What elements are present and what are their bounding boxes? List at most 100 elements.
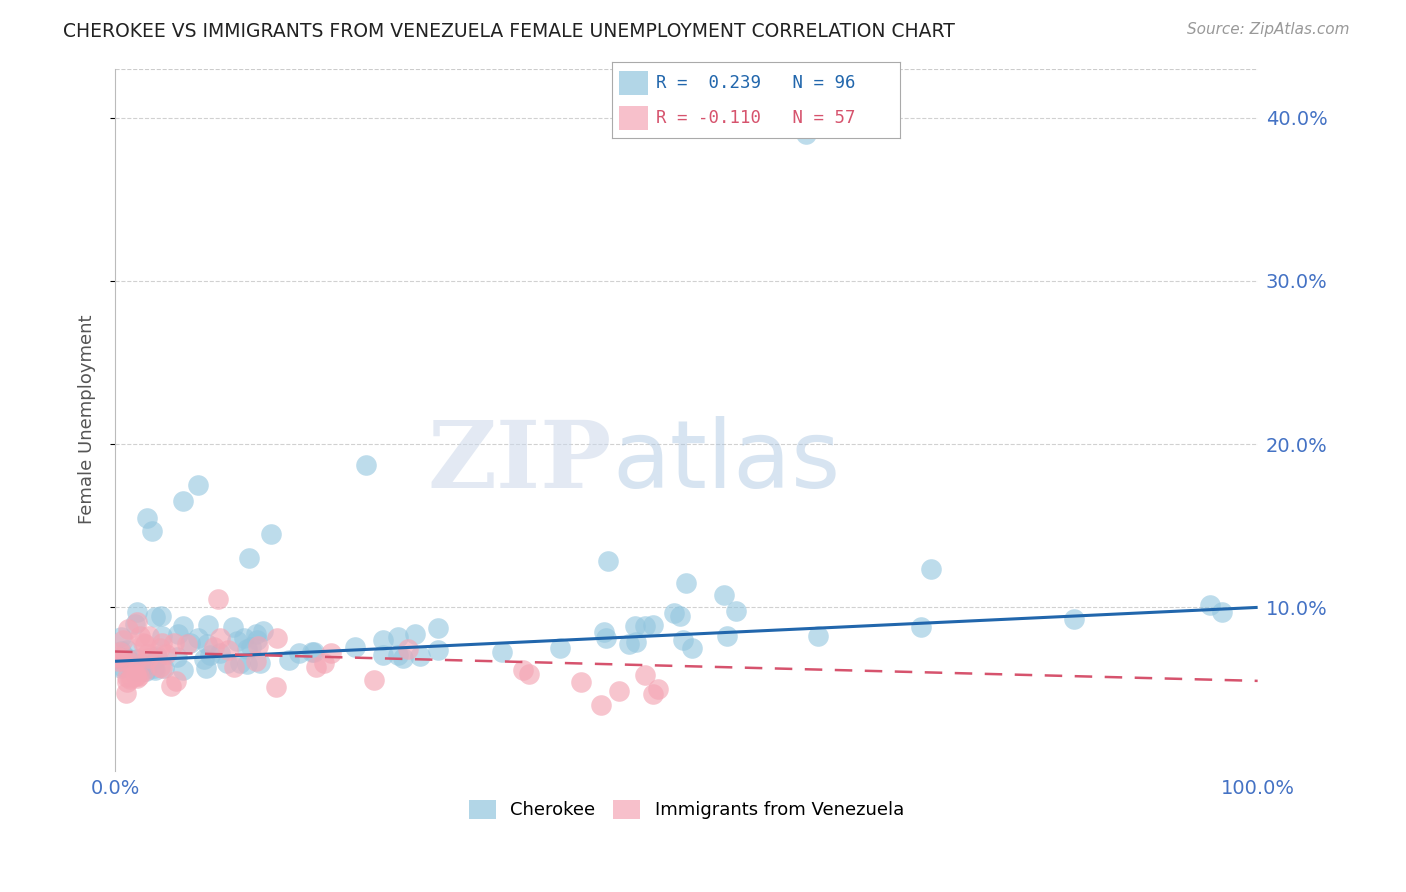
Point <box>1199 599 1222 613</box>
Point <box>108 645 131 659</box>
Point <box>146 651 169 665</box>
Point <box>107 649 129 664</box>
Point <box>124 665 146 680</box>
Point <box>619 637 641 651</box>
Point <box>110 661 132 675</box>
Point <box>623 619 645 633</box>
Point <box>226 634 249 648</box>
Point <box>245 627 267 641</box>
Point <box>1063 612 1085 626</box>
Point <box>245 653 267 667</box>
Point <box>246 633 269 648</box>
Point <box>166 650 188 665</box>
Text: R =  0.239   N = 96: R = 0.239 N = 96 <box>657 74 856 92</box>
Point <box>125 656 148 670</box>
Point <box>266 632 288 646</box>
Point <box>236 657 259 671</box>
Point <box>217 656 239 670</box>
Text: R = -0.110   N = 57: R = -0.110 N = 57 <box>657 109 856 127</box>
Point <box>716 630 738 644</box>
Point <box>128 629 150 643</box>
Point <box>387 648 409 663</box>
Point <box>198 648 221 662</box>
Point <box>117 622 139 636</box>
Point <box>124 653 146 667</box>
Point <box>110 630 132 644</box>
Point <box>356 458 378 473</box>
Point <box>115 670 138 684</box>
Point <box>252 624 274 639</box>
Point <box>319 646 342 660</box>
Point <box>724 604 747 618</box>
Point <box>669 609 692 624</box>
Point <box>233 631 256 645</box>
Point <box>112 654 135 668</box>
Point <box>146 649 169 664</box>
Point <box>344 640 367 655</box>
Point <box>135 662 157 676</box>
Text: CHEROKEE VS IMMIGRANTS FROM VENEZUELA FEMALE UNEMPLOYMENT CORRELATION CHART: CHEROKEE VS IMMIGRANTS FROM VENEZUELA FE… <box>63 22 955 41</box>
Point <box>595 631 617 645</box>
Point <box>187 478 209 492</box>
Point <box>391 651 413 665</box>
Bar <box>619 70 648 95</box>
Point <box>135 510 157 524</box>
Point <box>115 675 138 690</box>
Point <box>404 627 426 641</box>
Point <box>240 640 263 654</box>
Point <box>167 627 190 641</box>
Point <box>134 657 156 672</box>
Point <box>129 657 152 672</box>
Point <box>112 633 135 648</box>
Text: atlas: atlas <box>612 416 841 508</box>
Point <box>149 660 172 674</box>
Point <box>125 651 148 665</box>
Point <box>314 656 336 670</box>
Text: Source: ZipAtlas.com: Source: ZipAtlas.com <box>1187 22 1350 37</box>
Point <box>266 680 288 694</box>
Point <box>209 646 232 660</box>
Point <box>110 658 132 673</box>
Point <box>165 674 187 689</box>
Point <box>920 562 942 576</box>
Point <box>426 643 449 657</box>
Point <box>373 633 395 648</box>
Point <box>304 660 326 674</box>
Legend: Cherokee, Immigrants from Venezuela: Cherokee, Immigrants from Venezuela <box>463 795 910 825</box>
Point <box>427 621 450 635</box>
Point <box>125 605 148 619</box>
Point <box>229 656 252 670</box>
Point <box>550 640 572 655</box>
Point <box>117 655 139 669</box>
Text: ZIP: ZIP <box>427 417 612 507</box>
Point <box>302 645 325 659</box>
Point <box>138 629 160 643</box>
Point <box>150 609 173 624</box>
Point <box>512 663 534 677</box>
Point <box>222 660 245 674</box>
Point <box>235 641 257 656</box>
Point <box>246 639 269 653</box>
Point <box>643 618 665 632</box>
Point <box>141 656 163 670</box>
Point <box>287 646 309 660</box>
Point <box>125 668 148 682</box>
Point <box>238 551 260 566</box>
Point <box>143 661 166 675</box>
Point <box>150 636 173 650</box>
Point <box>208 631 231 645</box>
Point <box>569 675 592 690</box>
Point <box>125 668 148 682</box>
Point <box>135 647 157 661</box>
Point <box>143 610 166 624</box>
Point <box>115 651 138 665</box>
Point <box>110 650 132 665</box>
Point <box>132 635 155 649</box>
Point <box>387 630 409 644</box>
Point <box>115 643 138 657</box>
Point <box>110 652 132 666</box>
Point <box>172 619 194 633</box>
Point <box>713 588 735 602</box>
Point <box>120 670 142 684</box>
Point <box>593 625 616 640</box>
